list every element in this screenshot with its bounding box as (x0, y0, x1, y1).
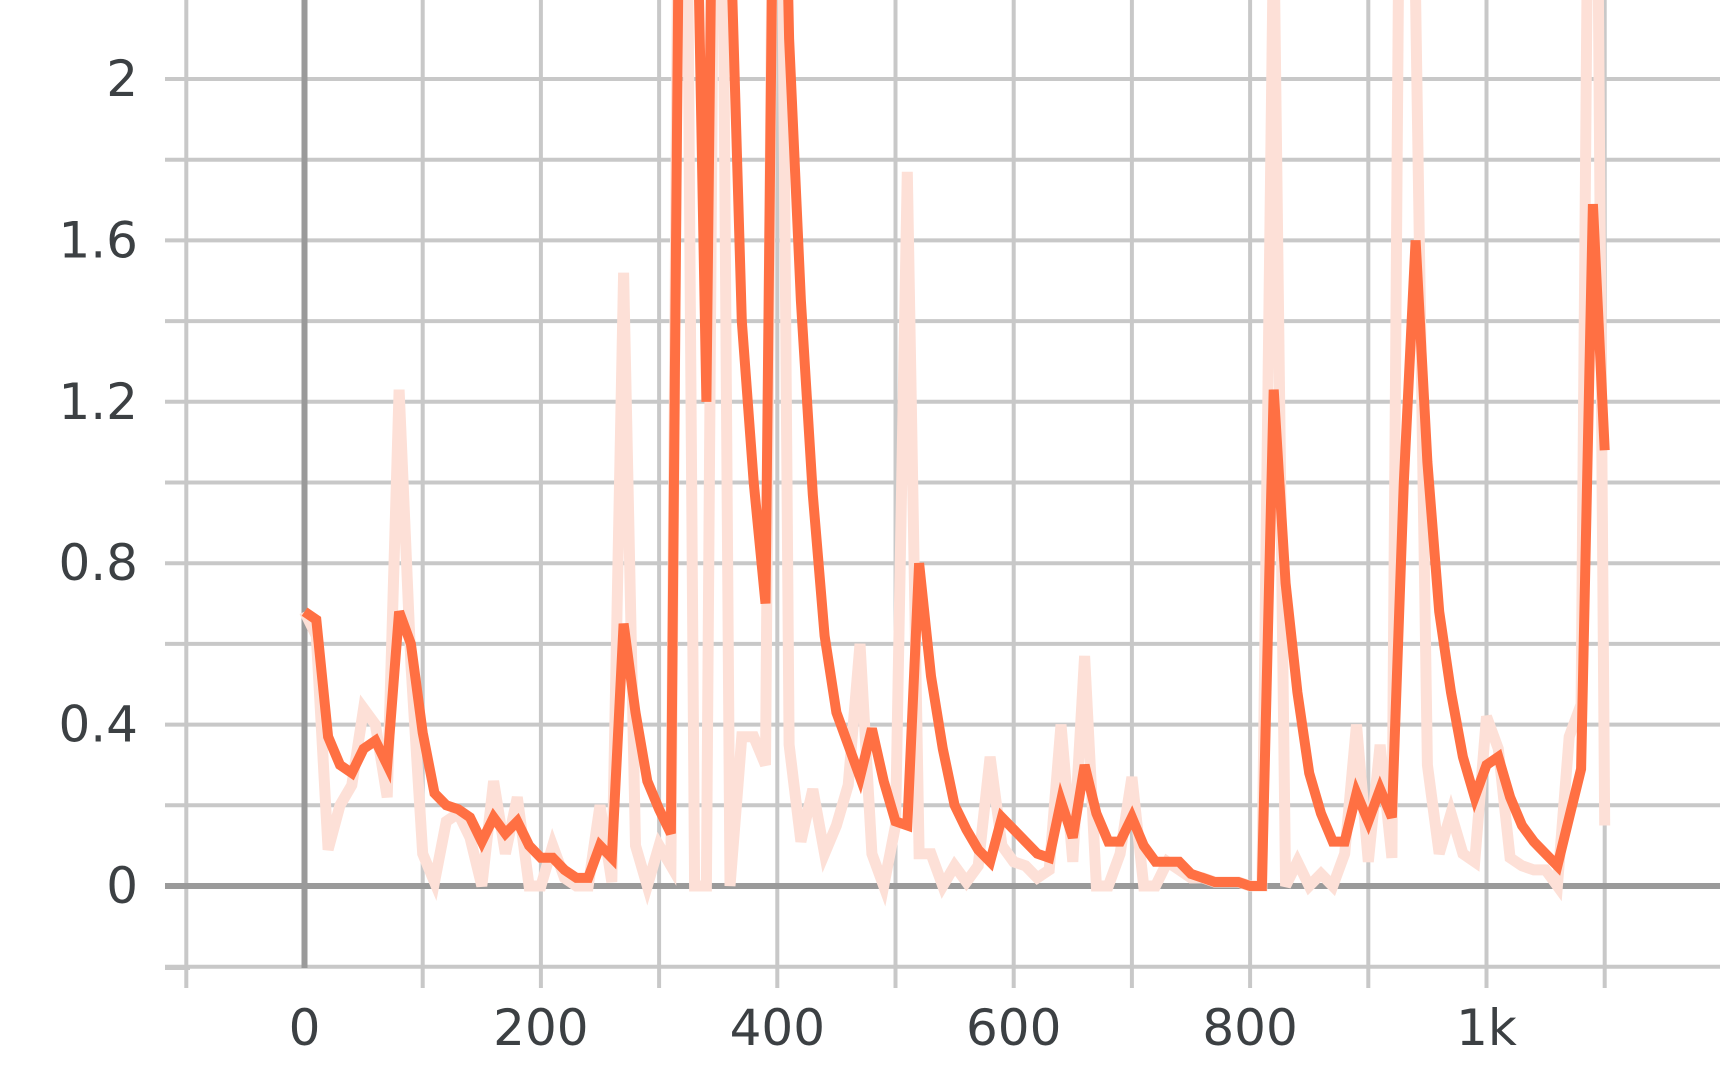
x-tick-label: 600 (966, 999, 1061, 1057)
x-tick-label: 400 (730, 999, 825, 1057)
x-tick-label: 200 (493, 999, 588, 1057)
x-tick-label: 1k (1456, 999, 1517, 1057)
y-tick-label: 0.8 (58, 534, 138, 592)
tick-labels: 0 0.4 0.8 1.2 1.6 2 0 200 400 600 800 1k (58, 50, 1516, 1057)
smoothed-series-line (301, 0, 1610, 891)
x-tick-label: 800 (1202, 999, 1297, 1057)
x-tick-label: 0 (289, 999, 321, 1057)
y-tick-label: 1.2 (58, 373, 138, 431)
y-tick-label: 2 (106, 50, 138, 108)
y-tick-label: 0.4 (58, 696, 138, 754)
series-layer (299, 0, 1611, 907)
y-tick-label: 1.6 (58, 211, 138, 269)
y-tick-label: 0 (106, 857, 138, 915)
